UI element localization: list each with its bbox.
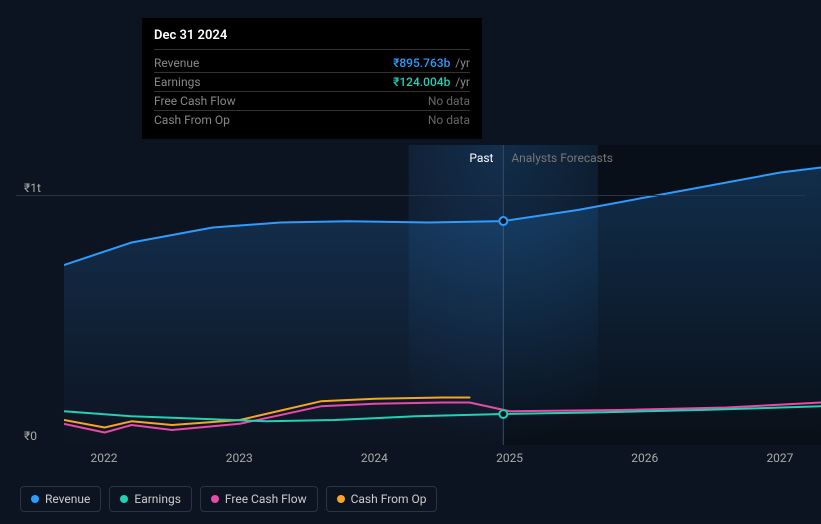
legend-item-label: Earnings: [134, 492, 181, 506]
legend-dot-icon: [211, 495, 219, 503]
legend-dot-icon: [31, 495, 39, 503]
legend-item-label: Free Cash Flow: [225, 492, 307, 506]
tooltip-row-value: ₹124.004b /yr: [393, 75, 470, 89]
legend-item-free-cash-flow[interactable]: Free Cash Flow: [200, 486, 318, 512]
legend: Revenue Earnings Free Cash Flow Cash From O…: [20, 486, 437, 512]
legend-item-earnings[interactable]: Earnings: [109, 486, 192, 512]
legend-dot-icon: [120, 495, 128, 503]
tooltip-rows: Revenue ₹895.763b /yr Earnings ₹124.004b /y…: [154, 54, 470, 129]
x-axis-tick-label: 2026: [631, 451, 658, 465]
plot-svg: [64, 145, 821, 445]
legend-item-revenue[interactable]: Revenue: [20, 486, 101, 512]
tooltip-row-label: Revenue: [154, 56, 199, 70]
x-axis-tick-label: 2025: [496, 451, 523, 465]
tooltip-row-label: Free Cash Flow: [154, 94, 236, 108]
tooltip-row: Cash From Op No data: [154, 111, 470, 129]
tooltip-row: Revenue ₹895.763b /yr: [154, 54, 470, 73]
legend-item-cash-from-op[interactable]: Cash From Op: [326, 486, 438, 512]
hover-tooltip: Dec 31 2024 Revenue ₹895.763b /yr Earnings…: [142, 18, 482, 139]
x-axis-tick-label: 2024: [361, 451, 388, 465]
tooltip-row-label: Earnings: [154, 75, 201, 89]
y-axis-min-label: ₹0: [24, 429, 37, 443]
forecast-label: Analysts Forecasts: [511, 151, 613, 165]
tooltip-row: Free Cash Flow No data: [154, 92, 470, 111]
plot-top-border: [16, 195, 805, 196]
x-axis-tick-label: 2027: [766, 451, 793, 465]
legend-item-label: Revenue: [45, 492, 90, 506]
tooltip-row-nodata: No data: [428, 94, 470, 108]
chart-container: Dec 31 2024 Revenue ₹895.763b /yr Earnings…: [0, 0, 821, 524]
y-axis-max-label: ₹1t: [24, 181, 41, 195]
tooltip-row-label: Cash From Op: [154, 113, 230, 127]
tooltip-row: Earnings ₹124.004b /yr: [154, 73, 470, 92]
tooltip-date: Dec 31 2024: [154, 28, 470, 50]
past-label: Past: [469, 151, 493, 165]
x-axis-tick-label: 2023: [226, 451, 253, 465]
legend-item-label: Cash From Op: [351, 492, 427, 506]
legend-dot-icon: [337, 495, 345, 503]
x-axis-tick-label: 2022: [91, 451, 118, 465]
tooltip-row-value: ₹895.763b /yr: [393, 56, 470, 70]
tooltip-row-nodata: No data: [428, 113, 470, 127]
